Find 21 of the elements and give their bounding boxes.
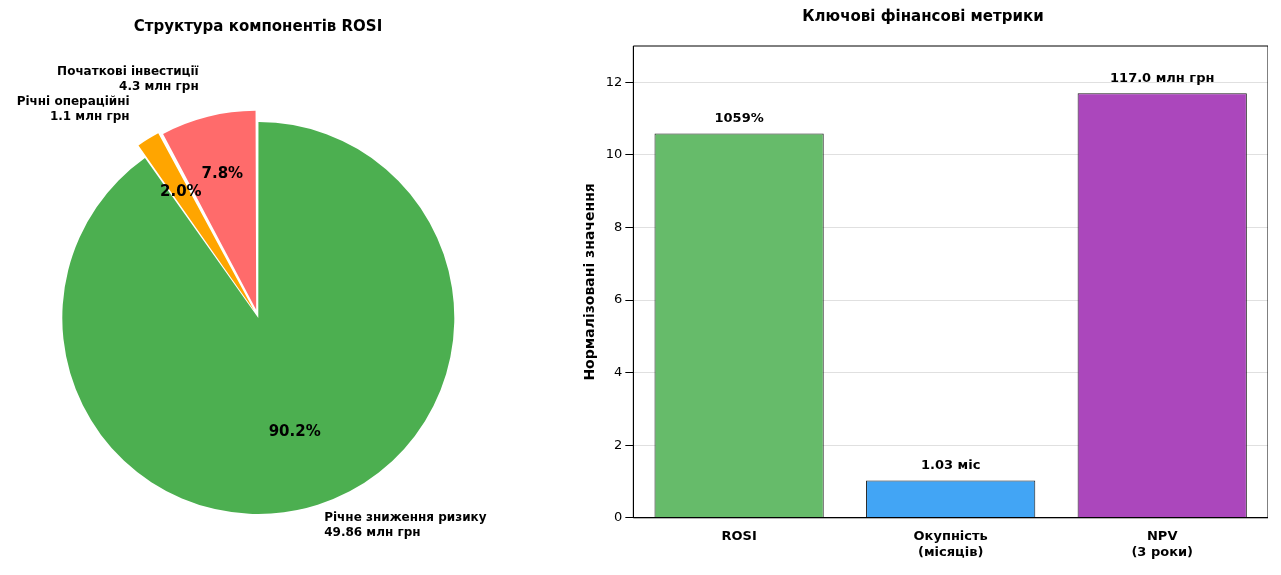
chart-title: Ключові фінансові метрики [802, 6, 1044, 25]
y-tick-label: 4 [614, 364, 623, 380]
y-tick-label: 0 [614, 509, 623, 525]
y-tick-label: 10 [605, 146, 623, 162]
x-tick-label: ROSI [721, 527, 757, 543]
chart-title: Структура компонентів ROSI [133, 16, 383, 35]
x-tick-label: Окупність (місяців) [913, 527, 988, 559]
annotation: 1.03 міс [920, 457, 981, 473]
y-tick-label: 6 [614, 291, 623, 307]
slice-label: Початкові інвестиції 4.3 млн грн [57, 64, 199, 94]
data-label: 90.2% [268, 422, 321, 441]
y-tick-label: 12 [605, 73, 623, 89]
annotation: 117.0 млн грн [1110, 70, 1215, 86]
data-label: 7.8% [201, 164, 244, 183]
y-tick-label: 8 [614, 218, 623, 234]
annotation: 1059% [714, 110, 764, 126]
x-tick-label: NPV (3 роки) [1131, 527, 1194, 559]
y-axis-title: Нормалізовані значення [581, 183, 598, 381]
slice-label: Річне зниження ризику 49.86 млн грн [324, 509, 487, 539]
y-tick-label: 2 [614, 436, 623, 452]
slice-label: Річні операційні 1.1 млн грн [16, 93, 130, 123]
